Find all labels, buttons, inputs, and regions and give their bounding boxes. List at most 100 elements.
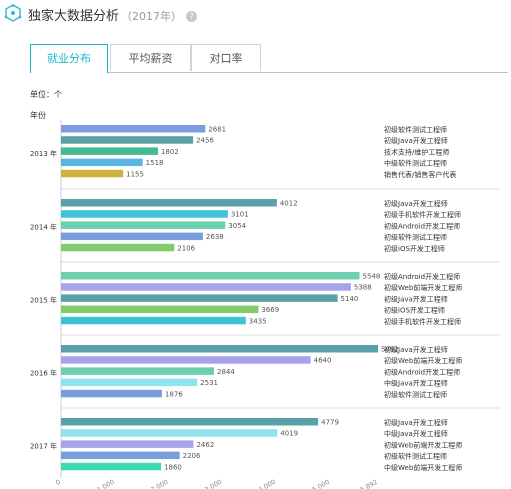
bar-category-label: 销售代表/销售客户代表 — [384, 170, 456, 179]
bar — [61, 356, 311, 364]
bar-category-label: 初级Web前端开发工程师 — [384, 283, 462, 292]
bar-category-label: 中级Web前端开发工程师 — [384, 463, 462, 472]
title-text: 独家大数据分析 — [28, 9, 120, 24]
question-circle-icon[interactable]: ? — [186, 11, 198, 22]
bar — [61, 158, 143, 167]
bar — [61, 199, 277, 207]
bar-value-label: 2456 — [196, 137, 214, 145]
x-tick-label: 2,000 — [149, 478, 169, 489]
tab-salary[interactable]: 平均薪资 — [110, 44, 191, 71]
bar-value-label: 5140 — [341, 295, 359, 303]
bar-value-label: 5388 — [354, 284, 372, 292]
bar-category-label: 初级软件测试工程师 — [384, 125, 447, 134]
x-tick-label: 5,892 — [359, 478, 379, 489]
bar — [61, 367, 215, 375]
bar-category-label: 初级iOS开发工程师 — [384, 244, 445, 253]
bar — [61, 294, 338, 302]
bar — [61, 451, 180, 460]
bar — [61, 243, 175, 252]
bar — [61, 232, 203, 241]
tab-match-rate[interactable]: 对口率 — [191, 44, 261, 71]
bar — [61, 283, 351, 291]
bar-category-label: 初级Android开发工程师 — [384, 367, 460, 376]
x-tick-label: 0 — [54, 478, 62, 487]
year-tick-label: 2013 年 — [30, 149, 57, 158]
tab-employment[interactable]: 就业分布 — [30, 44, 108, 73]
bar-category-label: 初级Web前端开发工程师 — [384, 440, 462, 449]
bar — [61, 136, 194, 144]
bar-value-label: 2106 — [177, 244, 195, 252]
bar-category-label: 中级Java开发工程师 — [384, 379, 448, 388]
bar-category-label: 初级软件测试工程师 — [384, 233, 447, 242]
bar-value-label: 3435 — [249, 317, 267, 325]
bar — [61, 305, 259, 314]
year-tick-label: 2017 年 — [30, 442, 57, 451]
year-tick-label: 2015 年 — [30, 296, 57, 305]
bar-category-label: 初级Java开发工程师 — [384, 345, 448, 354]
bar-category-label: 中级软件测试工程师 — [384, 159, 447, 168]
title-year: （2017年） — [121, 10, 183, 23]
bar — [61, 429, 278, 437]
bar-category-label: 初级Web前端开发工程师 — [384, 356, 462, 365]
bar-category-label: 初级iOS开发工程师 — [384, 306, 445, 315]
bar-category-label: 初级Android开发工程师 — [384, 272, 460, 281]
bar-value-label: 2206 — [183, 452, 201, 460]
bar — [61, 125, 206, 133]
bar-value-label: 5548 — [362, 273, 380, 281]
bar-value-label: 4019 — [280, 430, 298, 438]
bar-value-label: 1860 — [164, 463, 182, 471]
bar-value-label: 2681 — [208, 126, 226, 134]
bar-category-label: 技术支持/维护工程师 — [384, 147, 449, 156]
bar-value-label: 1876 — [165, 390, 183, 398]
bar-value-label: 2531 — [200, 379, 218, 387]
unit-label: 单位：个 — [30, 90, 62, 99]
page-header: 独家大数据分析 （2017年）? — [0, 0, 511, 30]
tab-bar: 就业分布 平均薪资 对口率 — [30, 44, 508, 73]
bar-category-label: 初级Java开发工程师 — [384, 136, 448, 145]
bar — [61, 440, 194, 448]
x-tick-label: 1,000 — [96, 478, 116, 489]
bar-value-label: 3054 — [228, 222, 246, 230]
bar-category-label: 初级Android开发工程师 — [384, 221, 460, 230]
bar — [61, 316, 246, 325]
year-tick-label: 2016 年 — [30, 369, 57, 378]
bar — [61, 147, 158, 155]
bar-value-label: 4779 — [321, 419, 339, 427]
hexagon-network-icon — [4, 4, 22, 22]
bar-value-label: 5892 — [381, 346, 399, 354]
bar — [61, 378, 198, 387]
bar — [61, 272, 360, 280]
year-tick-label: 2014 年 — [30, 223, 57, 232]
bar — [61, 418, 319, 426]
bar-category-label: 初级软件测试工程师 — [384, 452, 447, 461]
bar — [61, 389, 162, 398]
bar-value-label: 1155 — [126, 170, 144, 178]
bar — [61, 345, 378, 353]
bar-value-label: 3669 — [261, 306, 279, 314]
bar-value-label: 4640 — [314, 357, 332, 365]
bar-value-label: 1802 — [161, 148, 179, 156]
bar-category-label: 中级Java开发工程师 — [384, 429, 448, 438]
bar-category-label: 初级Java开发工程师 — [384, 418, 448, 427]
bar — [61, 221, 226, 229]
bar — [61, 169, 124, 178]
x-tick-label: 4,000 — [257, 478, 277, 489]
x-tick-label: 5,000 — [311, 478, 331, 489]
page-title: 独家大数据分析 （2017年）? — [28, 5, 198, 24]
bar-value-label: 1518 — [146, 159, 164, 167]
bar — [61, 462, 162, 471]
bar-category-label: 初级Java开发工程师 — [384, 294, 448, 303]
bar-value-label: 3101 — [231, 211, 249, 219]
bar-category-label: 初级Java开发工程师 — [384, 199, 448, 208]
bar-category-label: 初级软件测试工程师 — [384, 390, 447, 399]
bar-value-label: 2844 — [217, 368, 235, 376]
bar-value-label: 4012 — [280, 200, 298, 208]
bar — [61, 210, 228, 218]
x-tick-label: 3,000 — [203, 478, 223, 489]
bar-value-label: 2462 — [196, 441, 214, 449]
bar-category-label: 初级手机软件开发工程师 — [384, 317, 461, 326]
bar-value-label: 2638 — [206, 233, 224, 241]
y-axis-title: 年份 — [30, 111, 46, 120]
bar-category-label: 初级手机软件开发工程师 — [384, 210, 461, 219]
